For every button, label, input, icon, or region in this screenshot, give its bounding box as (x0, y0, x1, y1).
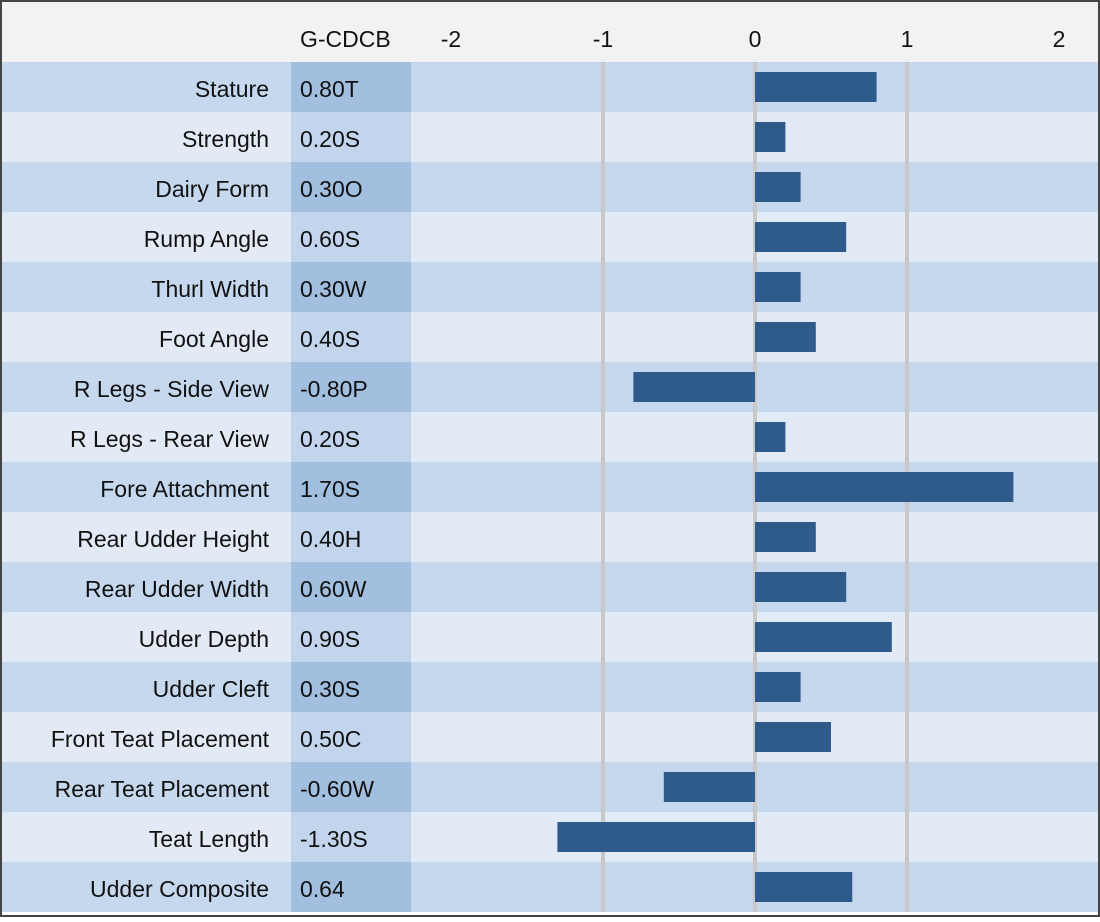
value-label: 0.20S (300, 426, 360, 452)
category-label: Rear Udder Width (85, 576, 269, 602)
category-label: Rear Teat Placement (55, 776, 270, 802)
value-label: 0.20S (300, 126, 360, 152)
category-label: Fore Attachment (100, 476, 269, 502)
category-label: Rump Angle (144, 226, 269, 252)
category-label: Dairy Form (155, 176, 269, 202)
category-label: Udder Cleft (153, 676, 270, 702)
category-label: Foot Angle (159, 326, 269, 352)
bar (755, 322, 816, 352)
category-label: Thurl Width (151, 276, 269, 302)
category-label: Strength (182, 126, 269, 152)
value-cell (291, 112, 411, 162)
category-label: Udder Depth (139, 626, 269, 652)
value-label: 0.30W (300, 276, 367, 302)
bar (755, 222, 847, 252)
bar (755, 722, 831, 752)
value-label: 0.30S (300, 676, 360, 702)
row-background (0, 262, 1100, 312)
row-background (0, 762, 1100, 812)
bar (755, 422, 786, 452)
row-background (0, 612, 1100, 662)
value-label: 0.50C (300, 726, 361, 752)
value-label: 1.70S (300, 476, 360, 502)
bar (755, 672, 801, 702)
value-cell (291, 512, 411, 562)
value-label: 0.90S (300, 626, 360, 652)
row-background (0, 362, 1100, 412)
value-cell (291, 812, 411, 862)
bar (633, 372, 755, 402)
row-background (0, 812, 1100, 862)
category-label: R Legs - Side View (74, 376, 270, 402)
bar (755, 122, 786, 152)
category-label: Udder Composite (90, 876, 269, 902)
category-label: R Legs - Rear View (70, 426, 269, 452)
bar (755, 522, 816, 552)
value-cell (291, 462, 411, 512)
row-background (0, 412, 1100, 462)
bar (755, 272, 801, 302)
value-label: -0.80P (300, 376, 368, 402)
row-background (0, 512, 1100, 562)
row-background (0, 62, 1100, 112)
bar (755, 72, 877, 102)
value-cell (291, 362, 411, 412)
value-cell (291, 262, 411, 312)
x-tick-label: 1 (901, 26, 914, 52)
value-cell (291, 562, 411, 612)
value-label: 0.60W (300, 576, 367, 602)
row-background (0, 162, 1100, 212)
row-background (0, 562, 1100, 612)
row-background (0, 862, 1100, 912)
value-label: -0.60W (300, 776, 374, 802)
row-background (0, 712, 1100, 762)
category-label: Teat Length (149, 826, 269, 852)
value-label: 0.60S (300, 226, 360, 252)
value-label: 0.40S (300, 326, 360, 352)
bar (755, 622, 892, 652)
bar (557, 822, 755, 852)
row-background (0, 212, 1100, 262)
value-cell (291, 662, 411, 712)
row-background (0, 662, 1100, 712)
value-cell (291, 212, 411, 262)
value-label: 0.30O (300, 176, 363, 202)
x-tick-label: 2 (1053, 26, 1066, 52)
value-cell (291, 862, 411, 912)
column-header: G-CDCB (300, 26, 391, 52)
x-tick-label: -1 (593, 26, 613, 52)
x-tick-label: -2 (441, 26, 461, 52)
category-label: Front Teat Placement (51, 726, 270, 752)
bar (663, 772, 755, 802)
value-cell (291, 312, 411, 362)
row-background (0, 112, 1100, 162)
header-background (0, 0, 1100, 62)
bar (755, 172, 801, 202)
value-cell (291, 62, 411, 112)
category-label: Rear Udder Height (77, 526, 269, 552)
value-label: 0.80T (300, 76, 359, 102)
value-label: 0.64 (300, 876, 345, 902)
row-background (0, 312, 1100, 362)
value-cell (291, 612, 411, 662)
bar (755, 872, 853, 902)
bar (755, 472, 1014, 502)
bar (755, 572, 847, 602)
value-label: -1.30S (300, 826, 368, 852)
category-label: Stature (195, 76, 269, 102)
value-cell (291, 162, 411, 212)
value-cell (291, 712, 411, 762)
value-cell (291, 762, 411, 812)
x-tick-label: 0 (749, 26, 762, 52)
value-label: 0.40H (300, 526, 361, 552)
value-cell (291, 412, 411, 462)
